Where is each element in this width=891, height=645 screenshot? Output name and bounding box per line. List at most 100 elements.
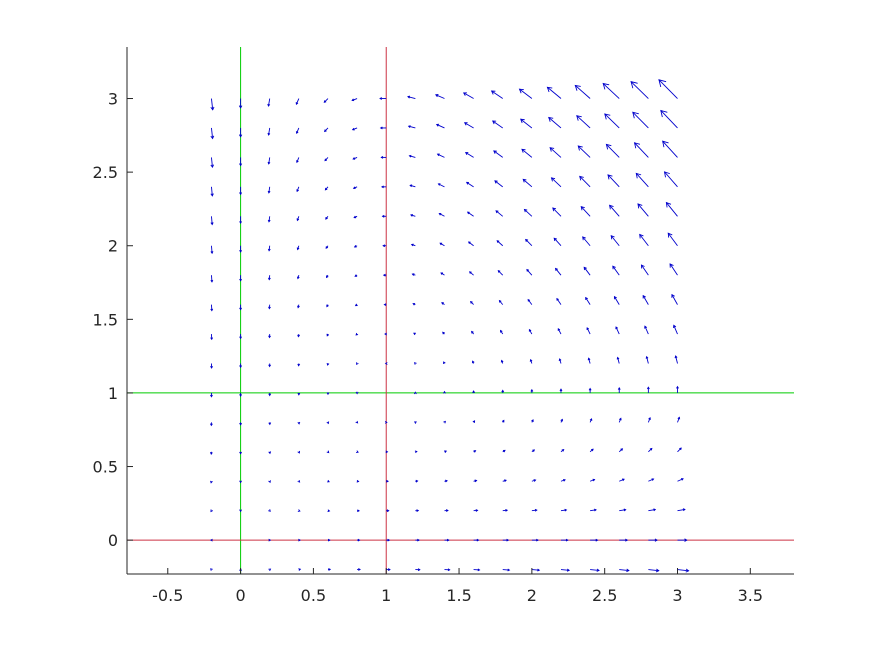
field-arrow: [268, 568, 272, 572]
field-arrow: [357, 509, 360, 513]
arrow-shaft: [658, 79, 678, 99]
field-arrow: [210, 392, 213, 398]
field-arrow: [602, 82, 620, 99]
arrow-head: [323, 100, 327, 103]
arrow-head: [210, 394, 213, 398]
field-arrow: [267, 216, 271, 223]
arrow-head: [651, 478, 655, 481]
field-arrow: [589, 418, 593, 423]
field-arrow: [526, 268, 533, 276]
field-arrow: [407, 125, 416, 129]
arrow-head: [268, 451, 272, 455]
arrow-head: [268, 364, 272, 368]
field-arrow: [491, 120, 503, 129]
arrow-head: [239, 336, 242, 340]
arrow-head: [440, 272, 444, 275]
field-arrow: [443, 361, 446, 364]
arrow-head: [549, 147, 555, 152]
field-arrow: [268, 422, 272, 426]
arrow-shaft: [409, 155, 416, 158]
field-arrow: [386, 568, 391, 571]
arrow-head: [495, 210, 499, 214]
arrow-head: [685, 568, 690, 573]
arrow-head: [671, 293, 675, 298]
arrow-head: [413, 391, 417, 395]
field-arrow: [677, 447, 682, 453]
arrow-shaft: [522, 179, 533, 188]
field-arrow: [352, 156, 358, 160]
arrow-head: [682, 508, 686, 512]
arrow-shaft: [296, 127, 300, 134]
arrow-head: [379, 97, 382, 100]
field-arrow: [210, 127, 215, 140]
arrow-head: [210, 568, 213, 571]
arrow-head: [416, 509, 420, 513]
arrow-head: [554, 267, 558, 271]
field-arrow: [239, 216, 242, 225]
field-arrow: [580, 206, 591, 217]
arrow-head: [358, 568, 361, 571]
field-arrow: [410, 214, 416, 217]
arrow-head: [384, 362, 388, 365]
arrow-head: [379, 126, 383, 130]
field-arrow: [586, 327, 591, 335]
arrow-shaft: [407, 96, 416, 99]
arrow-head: [564, 508, 568, 512]
arrow-head: [583, 266, 587, 271]
arrow-head: [640, 264, 645, 269]
field-arrow: [676, 385, 679, 393]
arrow-head: [477, 568, 481, 572]
field-arrow: [497, 270, 504, 276]
arrow-head: [407, 125, 411, 128]
field-arrow: [619, 568, 630, 573]
arrow-head: [684, 538, 688, 542]
field-arrow: [413, 391, 417, 395]
field-arrow: [268, 392, 272, 397]
field-arrow: [415, 479, 419, 483]
field-arrow: [609, 204, 620, 217]
arrow-head: [674, 355, 678, 359]
field-arrow: [550, 177, 562, 188]
field-arrow: [297, 392, 301, 396]
field-arrow: [268, 334, 271, 339]
field-arrow: [660, 109, 678, 129]
field-arrow: [327, 568, 332, 571]
field-arrow: [467, 241, 474, 247]
arrow-head: [327, 479, 330, 483]
arrow-head: [268, 422, 272, 426]
arrow-head: [357, 538, 361, 542]
arrow-head: [210, 366, 213, 369]
y-tick-label: 3: [108, 90, 118, 109]
field-arrow: [557, 328, 562, 335]
arrow-head: [502, 449, 506, 453]
arrow-head: [384, 420, 388, 424]
arrow-head: [681, 478, 684, 481]
field-arrow: [296, 157, 300, 164]
arrow-head: [592, 478, 596, 482]
field-arrow: [522, 178, 533, 188]
arrow-head: [563, 478, 566, 482]
arrow-head: [296, 160, 299, 164]
arrow-head: [463, 122, 468, 126]
field-arrow: [239, 334, 242, 340]
field-arrow: [444, 479, 448, 483]
field-arrow: [356, 479, 360, 483]
arrow-shaft: [439, 213, 445, 217]
field-arrow: [438, 212, 445, 217]
arrow-head: [475, 509, 479, 512]
field-arrow: [463, 122, 474, 129]
arrow-shaft: [211, 216, 213, 225]
arrow-head: [637, 203, 643, 209]
arrow-head: [210, 480, 213, 484]
field-arrow: [630, 81, 649, 99]
arrow-head: [471, 330, 474, 334]
field-arrow: [560, 418, 564, 423]
field-arrow: [435, 123, 445, 129]
arrow-head: [407, 95, 411, 99]
arrow-head: [472, 420, 476, 423]
field-arrow: [413, 362, 417, 365]
arrow-shaft: [268, 127, 271, 136]
arrow-head: [297, 450, 301, 454]
field-arrow: [560, 449, 565, 453]
field-arrow: [268, 451, 272, 455]
